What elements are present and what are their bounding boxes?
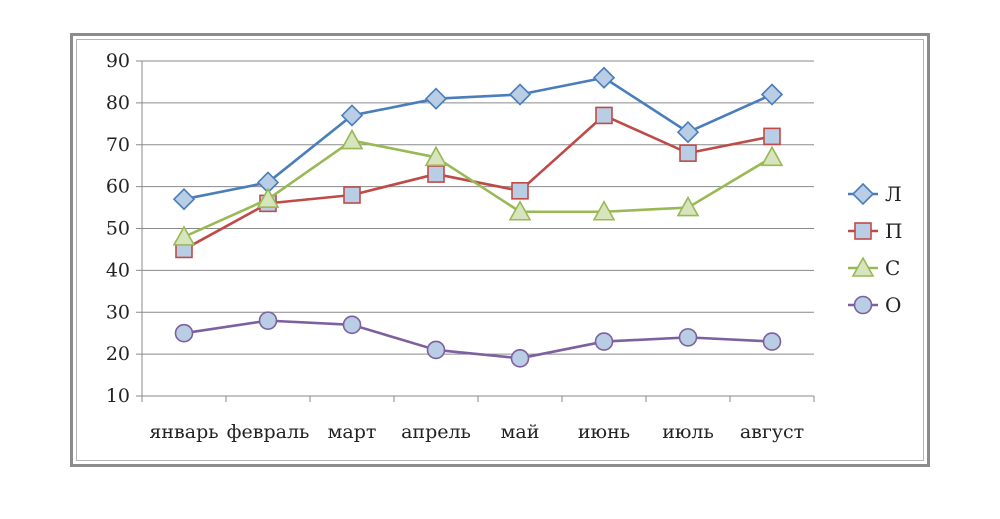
- legend-marker: [851, 182, 875, 206]
- series-group: [172, 66, 784, 368]
- data-point: [256, 187, 280, 208]
- y-axis-ticks: 10 20 30 40 50 60 70 80 90: [106, 50, 142, 407]
- data-point: [760, 83, 784, 106]
- y-tick-label: 30: [106, 301, 130, 323]
- series-3: [172, 128, 784, 246]
- legend-marker: [851, 256, 875, 277]
- legend-label: П: [885, 219, 902, 243]
- data-point: [424, 87, 448, 110]
- legend-entry: О: [848, 293, 901, 317]
- data-point: [592, 200, 616, 221]
- data-point: [174, 323, 194, 343]
- data-point: [426, 340, 446, 360]
- y-tick-label: 20: [106, 343, 130, 365]
- data-point: [595, 106, 613, 125]
- y-tick-label: 10: [106, 385, 130, 407]
- chart-frame-inner: [76, 39, 924, 461]
- y-tick-label: 70: [106, 134, 130, 156]
- series-line: [183, 114, 773, 251]
- y-tick-label: 80: [106, 92, 130, 114]
- x-tick-label: январь: [149, 421, 218, 443]
- legend-label: С: [885, 256, 900, 280]
- data-point: [510, 349, 530, 368]
- data-point: [508, 200, 532, 221]
- data-point: [511, 182, 529, 200]
- legend-marker: [854, 222, 872, 240]
- data-point: [172, 225, 196, 246]
- data-point: [172, 188, 196, 211]
- data-point: [676, 121, 700, 144]
- data-point: [424, 145, 448, 167]
- legend-entry: П: [848, 219, 902, 243]
- x-tick-label: июнь: [578, 421, 630, 443]
- x-axis-ticks: январь февраль март апрель май июнь июль август: [141, 396, 815, 443]
- data-point: [592, 66, 616, 89]
- data-point: [679, 144, 697, 162]
- y-tick-label: 60: [106, 176, 130, 198]
- legend-label: Л: [885, 182, 902, 206]
- data-point: [340, 128, 364, 150]
- legend-marker: [853, 295, 873, 315]
- legend-entry: Л: [848, 182, 902, 206]
- x-tick-label: август: [740, 421, 804, 443]
- x-tick-label: февраль: [227, 421, 310, 443]
- y-tick-label: 90: [106, 50, 130, 72]
- y-tick-label: 50: [106, 218, 130, 240]
- data-point: [760, 145, 784, 167]
- series-1: [172, 66, 784, 211]
- x-tick-label: июль: [662, 421, 714, 443]
- grid-lines: [142, 60, 814, 355]
- x-tick-label: апрель: [401, 421, 471, 443]
- legend-entry: С: [848, 256, 900, 280]
- data-point: [340, 104, 364, 127]
- chart-frame: [70, 33, 930, 467]
- data-point: [258, 311, 278, 330]
- data-point: [594, 332, 614, 351]
- data-point: [678, 328, 698, 347]
- series-line: [183, 139, 773, 239]
- series-line: [183, 319, 773, 360]
- legend-label: О: [885, 293, 901, 317]
- data-point: [343, 186, 361, 204]
- data-point: [763, 127, 781, 146]
- data-point: [342, 315, 362, 335]
- data-point: [508, 83, 532, 106]
- series-4: [174, 311, 782, 368]
- series-line: [183, 76, 773, 201]
- y-tick-label: 40: [106, 259, 130, 281]
- data-point: [676, 195, 700, 217]
- x-tick-label: май: [501, 421, 540, 443]
- data-point: [427, 165, 445, 183]
- data-point: [762, 332, 782, 351]
- x-tick-label: март: [328, 421, 377, 443]
